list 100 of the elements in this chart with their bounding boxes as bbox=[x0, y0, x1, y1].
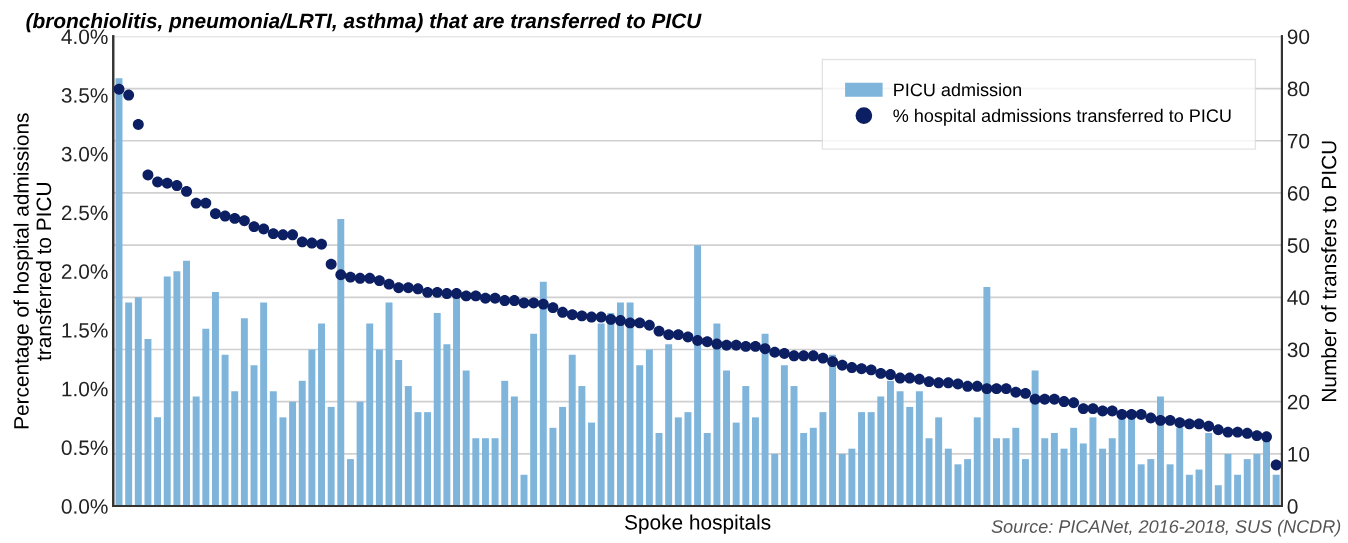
bar bbox=[1234, 474, 1242, 507]
bar bbox=[588, 422, 595, 507]
bar bbox=[530, 333, 538, 507]
bar bbox=[501, 380, 509, 507]
bar bbox=[221, 354, 229, 507]
y-axis-title: Percentage of hospital admissions transferred to PICU bbox=[13, 113, 52, 429]
y2-tick-label: 40 bbox=[1287, 290, 1310, 306]
y2-tick-label: 70 bbox=[1287, 133, 1310, 149]
bar bbox=[771, 453, 779, 507]
bar bbox=[404, 386, 412, 507]
y-tick-label: 3.5% bbox=[61, 88, 108, 103]
bar bbox=[231, 391, 239, 507]
bar bbox=[1156, 396, 1164, 507]
bar bbox=[780, 365, 788, 507]
bar bbox=[1002, 438, 1010, 507]
bar bbox=[1253, 453, 1261, 507]
bar bbox=[559, 406, 567, 507]
bar bbox=[858, 412, 865, 507]
bar bbox=[154, 417, 162, 507]
bar bbox=[1137, 464, 1145, 507]
bar bbox=[163, 276, 171, 507]
bar bbox=[279, 417, 287, 507]
y2-tick-label: 80 bbox=[1287, 81, 1310, 97]
bar bbox=[1185, 474, 1193, 507]
bar bbox=[289, 401, 297, 507]
bar bbox=[539, 281, 547, 507]
y-tick-label: 1.0% bbox=[62, 381, 108, 397]
bar bbox=[636, 365, 644, 507]
bar bbox=[1272, 474, 1280, 507]
bar bbox=[800, 433, 808, 507]
bar bbox=[346, 459, 354, 507]
x-axis-title: Spoke hospitals bbox=[625, 514, 771, 534]
legend-label: PICU admission bbox=[894, 82, 1022, 97]
y2-tick-label: 10 bbox=[1288, 446, 1310, 462]
bar bbox=[1050, 433, 1058, 507]
bar bbox=[318, 323, 325, 507]
bar bbox=[607, 312, 615, 507]
bar bbox=[211, 292, 219, 507]
bar bbox=[616, 302, 624, 507]
source-note: Source: PICANet, 2016-2018, SUS (NCDR) bbox=[991, 519, 1341, 537]
bar bbox=[703, 433, 711, 507]
bar bbox=[443, 344, 451, 507]
bar bbox=[723, 370, 730, 507]
y-tick-label: 2.5% bbox=[61, 205, 108, 221]
bar bbox=[954, 464, 962, 507]
bar bbox=[366, 323, 374, 507]
bar bbox=[192, 396, 200, 507]
bar bbox=[491, 438, 499, 507]
bar bbox=[375, 349, 383, 507]
bar bbox=[713, 323, 721, 507]
bar bbox=[944, 448, 952, 507]
y-tick-label: 0.5% bbox=[61, 440, 108, 456]
bar bbox=[761, 333, 769, 507]
y2-tick-label: 0 bbox=[1287, 499, 1298, 514]
bar bbox=[1224, 453, 1232, 507]
bar bbox=[568, 354, 576, 507]
bar bbox=[732, 422, 740, 507]
y2-axis-title: Number of transfers to PICU bbox=[1321, 141, 1337, 401]
bar bbox=[134, 297, 142, 507]
bar bbox=[1099, 448, 1107, 507]
y-tick-label: 1.5% bbox=[62, 323, 108, 338]
bar bbox=[674, 417, 682, 507]
bar bbox=[1214, 485, 1222, 507]
bar bbox=[549, 427, 557, 507]
bar bbox=[424, 412, 432, 507]
bar bbox=[578, 386, 586, 507]
bar bbox=[260, 302, 268, 507]
bar bbox=[645, 349, 653, 507]
bar bbox=[751, 417, 759, 507]
bar bbox=[472, 438, 480, 507]
bar bbox=[240, 318, 248, 507]
bar bbox=[867, 412, 875, 507]
legend-label: % hospital admissions transferred to PICU bbox=[893, 108, 1231, 126]
bar bbox=[1079, 443, 1087, 507]
y-tick-label: 3.0% bbox=[61, 146, 108, 162]
bar bbox=[626, 302, 634, 507]
bar bbox=[125, 302, 133, 507]
bar bbox=[684, 412, 692, 507]
bar bbox=[1012, 427, 1020, 507]
bar bbox=[1041, 438, 1049, 507]
bar bbox=[1070, 427, 1078, 507]
bar bbox=[694, 245, 702, 507]
bar bbox=[983, 286, 991, 507]
bar bbox=[356, 401, 364, 507]
bar bbox=[1243, 459, 1251, 507]
bar bbox=[481, 438, 489, 507]
y2-tick-label: 60 bbox=[1287, 185, 1310, 201]
bar bbox=[915, 391, 923, 507]
bar bbox=[993, 438, 1000, 507]
bar bbox=[819, 412, 827, 507]
bar bbox=[173, 271, 181, 507]
y2-tick-label: 30 bbox=[1287, 342, 1310, 358]
bar bbox=[935, 417, 943, 507]
bar bbox=[742, 386, 750, 507]
bar bbox=[1147, 459, 1155, 507]
bar bbox=[809, 427, 817, 507]
bar bbox=[665, 344, 673, 507]
bar bbox=[1021, 459, 1029, 507]
bar bbox=[510, 396, 518, 507]
bar bbox=[433, 312, 441, 507]
